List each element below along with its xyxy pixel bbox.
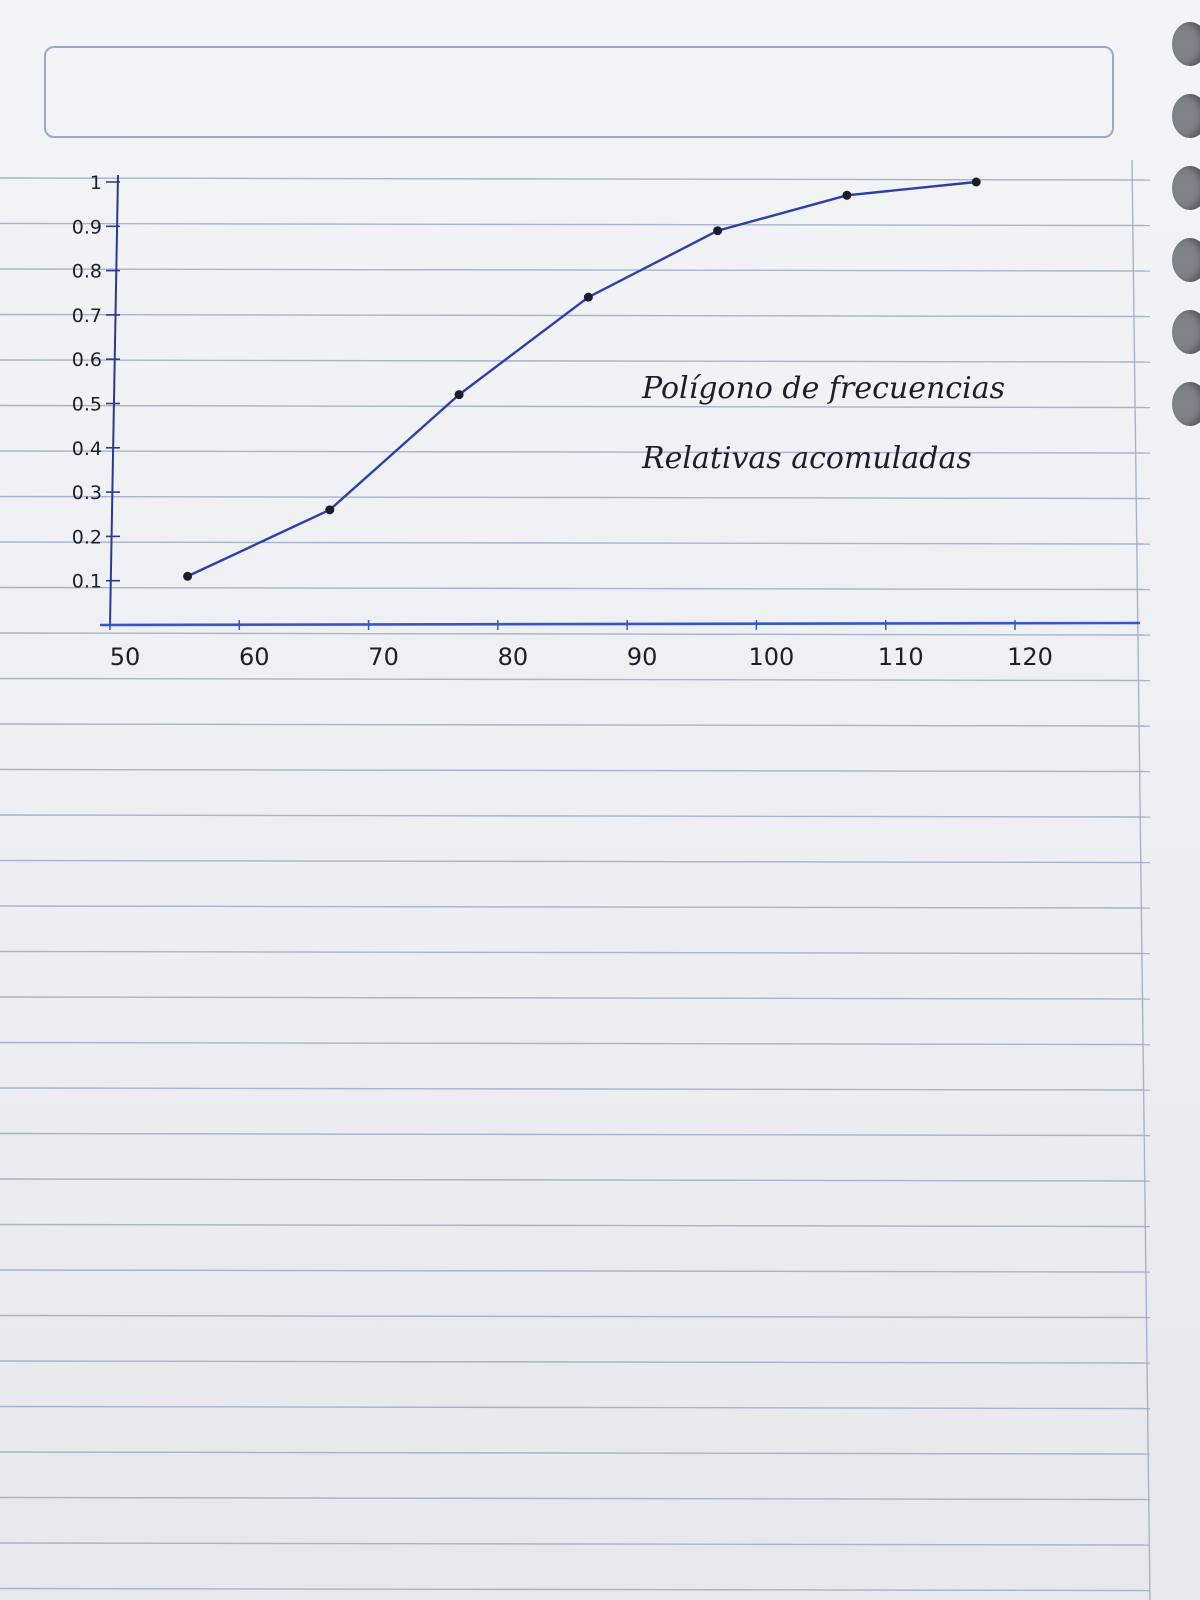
data-point (583, 292, 593, 302)
ruled-line (0, 1587, 1151, 1592)
y-axis (109, 174, 119, 626)
ruled-line (0, 177, 1151, 181)
y-ticks: 0.1 0.2 0.3 0.4 0.5 0.6 0.7 0.8 0.9 1 (72, 172, 120, 593)
y-tick-label: 0.6 (72, 349, 102, 371)
ruled-line (0, 268, 1151, 272)
y-tick-label: 0.8 (72, 261, 102, 283)
binding-ring (1172, 94, 1200, 138)
ruled-line (0, 541, 1151, 545)
ruled-line (0, 586, 1151, 591)
x-tick-label: 80 (498, 643, 529, 671)
y-tick-label: 0.7 (72, 305, 102, 327)
ruled-line (0, 1223, 1151, 1228)
ruled-line (0, 359, 1151, 363)
ruled-line (0, 404, 1151, 409)
y-tick-label: 0.1 (72, 571, 102, 593)
ruled-line (0, 814, 1151, 818)
y-tick-label: 0.4 (72, 438, 102, 460)
y-tick-label: 0.9 (72, 216, 102, 238)
axes (99, 174, 1141, 627)
ruled-line (0, 1496, 1151, 1501)
binding-ring (1172, 382, 1200, 426)
ruled-line (0, 1178, 1151, 1182)
ruled-line (0, 1269, 1151, 1273)
ruled-line (0, 950, 1151, 955)
chart-title-line-2: Relativas acomuladas (641, 441, 972, 476)
ruled-line (0, 677, 1151, 682)
ruled-lines (0, 159, 1151, 1600)
x-tick-label: 110 (878, 643, 924, 671)
data-points (183, 177, 981, 581)
chart-title-line-1: Polígono de frecuencias (641, 371, 1005, 406)
x-tick-label: 90 (627, 643, 658, 671)
ruled-line (0, 1405, 1151, 1410)
data-point (454, 390, 464, 400)
ruled-line (0, 996, 1151, 1000)
x-tick-label: 50 (110, 643, 141, 671)
y-tick-label: 0.3 (72, 482, 102, 504)
binding-ring (1172, 22, 1200, 66)
x-tick-label: 100 (749, 643, 795, 671)
x-tick-label: 60 (239, 643, 270, 671)
x-ticks: 50 60 70 80 90 100 110 120 (109, 620, 1053, 671)
x-tick-label: 70 (368, 643, 399, 671)
ruled-line (0, 1132, 1151, 1137)
ruled-line (0, 859, 1151, 864)
ruled-line (0, 313, 1151, 318)
margin-line (1131, 159, 1151, 1600)
ruled-line (0, 1451, 1151, 1455)
x-axis (99, 621, 1141, 627)
ruled-line (0, 222, 1151, 227)
data-point (971, 177, 981, 187)
spiral-binding (1160, 0, 1200, 760)
notebook-header-box (44, 46, 1114, 138)
ruled-line (0, 905, 1151, 909)
binding-ring (1172, 310, 1200, 354)
ruled-line (0, 1041, 1151, 1046)
ruled-line (0, 632, 1151, 636)
ruled-line (0, 450, 1151, 454)
y-tick-label: 0.2 (72, 526, 102, 548)
ruled-line (0, 723, 1151, 727)
ruled-line (0, 1360, 1151, 1364)
x-tick-label: 120 (1007, 643, 1053, 671)
y-tick-label: 1 (90, 172, 102, 194)
data-point (842, 190, 852, 200)
ruled-line (0, 1087, 1151, 1091)
binding-ring (1172, 166, 1200, 210)
data-point (325, 505, 335, 515)
ruled-line (0, 495, 1151, 500)
binding-ring (1172, 238, 1200, 282)
ruled-line (0, 1314, 1151, 1319)
data-point (183, 571, 193, 581)
ruled-line (0, 768, 1151, 773)
data-point (713, 226, 723, 236)
ruled-line (0, 1542, 1151, 1546)
y-tick-label: 0.5 (72, 394, 102, 416)
